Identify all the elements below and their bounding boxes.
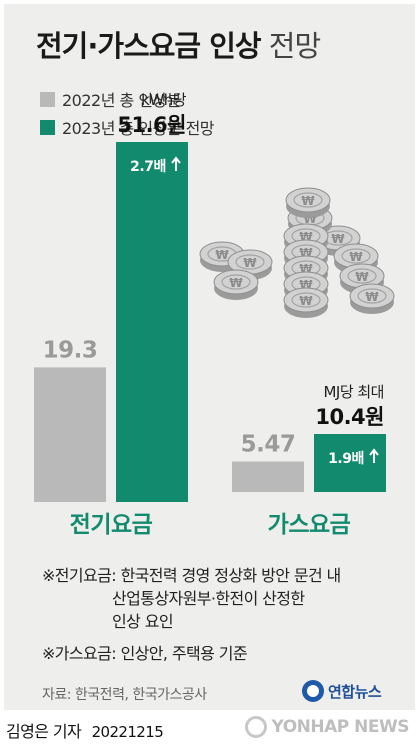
coin-rim (293, 192, 323, 208)
title-main: 전기·가스요금 인상 (36, 29, 262, 63)
won-symbol: ₩ (365, 290, 379, 304)
coin-rim (291, 292, 321, 308)
footer: 김영은 기자 20221215 YONHAP NEWS (4, 716, 415, 746)
data-label-2022: 19.3 (43, 337, 98, 363)
note-gas: ※가스요금: 인상안, 주택용 기준 (42, 642, 248, 665)
bar-2022-1 (232, 461, 304, 492)
unit-label: MJ당 최대 (323, 383, 384, 401)
note-line: ※전기요금: 한국전력 경영 정상화 방안 문건 내 (42, 566, 341, 585)
multiplier-label: 1.9배 (328, 451, 364, 467)
coin-rim (341, 248, 371, 264)
publish-date: 20221215 (91, 723, 164, 741)
legend-item-2023: 2023년 총 인상분 전망 (40, 116, 215, 138)
infographic-card: 전기·가스요금 인상 전망 2022년 총 인상분 2023년 총 인상분 전망… (4, 4, 415, 710)
legend-item-2022: 2022년 총 인상분 (40, 88, 182, 110)
yonhap-logo-icon (302, 680, 324, 702)
won-symbol: ₩ (331, 232, 345, 246)
coin-rim (357, 288, 387, 304)
won-symbol: ₩ (299, 294, 313, 308)
won-symbol: ₩ (243, 256, 257, 270)
category-label: 가스요금 (268, 512, 351, 538)
bar-2022-0 (34, 367, 106, 502)
unit-label: kWh당 (141, 91, 187, 109)
coin-rim (347, 268, 377, 284)
up-arrow-icon (171, 156, 181, 171)
note-electricity: ※전기요금: 한국전력 경영 정상화 방안 문건 내 산업통상자원부·한전이 산… (42, 564, 341, 633)
legend-swatch-green (40, 119, 55, 135)
legend-label: 2022년 총 인상분 (62, 91, 182, 110)
chart-title: 전기·가스요금 인상 전망 (36, 28, 321, 64)
watermark-icon (244, 716, 267, 738)
won-symbol: ₩ (229, 276, 243, 290)
coin-face (213, 269, 259, 295)
coin-face (349, 283, 395, 309)
data-label-2022: 5.47 (241, 431, 296, 457)
yonhap-logo: 연합뉴스 (302, 680, 382, 702)
watermark: YONHAP NEWS (244, 716, 410, 738)
note-line: ※가스요금: 인상안, 주택용 기준 (42, 644, 248, 663)
title-suffix: 전망 (268, 29, 321, 63)
data-label-2023: 10.4원 (315, 405, 384, 429)
legend-swatch-gray (40, 91, 55, 107)
won-coin-stack-icon: ₩₩₩₩₩₩₩₩₩₩₩₩₩₩ (199, 187, 395, 318)
multiplier-label: 2.7배 (130, 159, 166, 175)
coin-face (283, 287, 329, 313)
watermark-text: YONHAP NEWS (271, 717, 410, 737)
source-text: 자료: 한국전력, 한국가스공사 (42, 687, 207, 703)
coin-rim (235, 254, 265, 270)
byline: 김영은 기자 20221215 (6, 718, 164, 742)
bar-2023-0 (116, 142, 188, 502)
won-symbol: ₩ (355, 270, 369, 284)
note-line: 인상 요인 (112, 612, 174, 631)
won-symbol: ₩ (215, 248, 229, 262)
data-label-2023: 51.6원 (117, 113, 186, 137)
legend-label: 2023년 총 인상분 전망 (62, 119, 215, 138)
category-label: 전기요금 (70, 512, 153, 538)
yonhap-logo-text: 연합뉴스 (328, 682, 382, 701)
coin-rim (221, 274, 251, 290)
coin-face (285, 187, 331, 213)
reporter-name: 김영은 기자 (6, 722, 82, 741)
won-symbol: ₩ (349, 250, 363, 264)
note-line: 산업통상자원부·한전이 산정한 (112, 589, 305, 608)
up-arrow-icon (369, 448, 379, 463)
won-symbol: ₩ (301, 194, 315, 208)
